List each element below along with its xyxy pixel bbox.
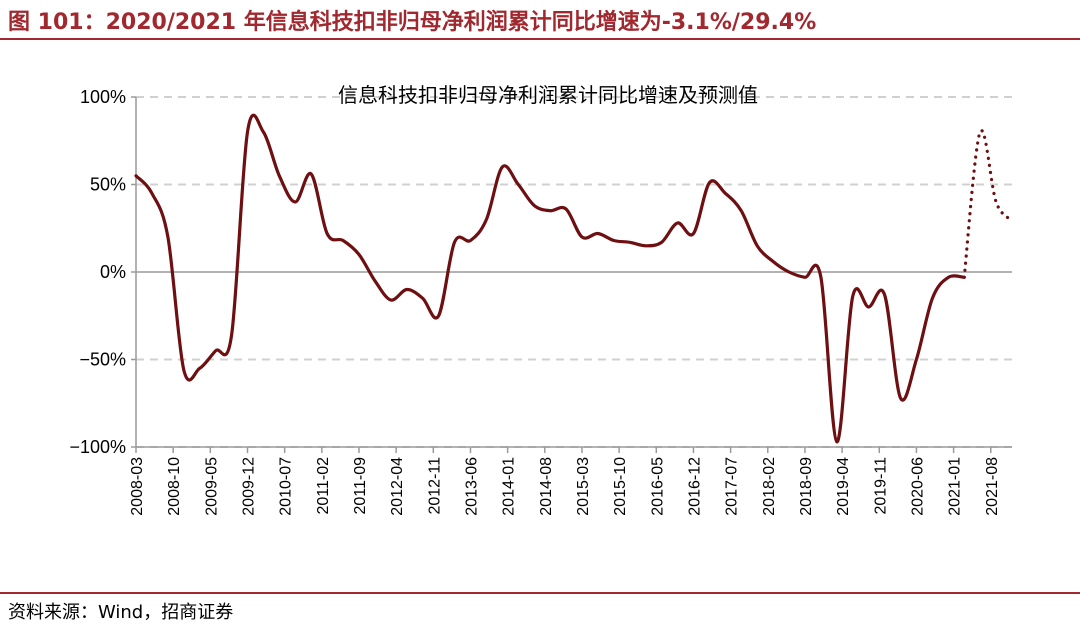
actual-series-line: [134, 113, 966, 444]
series-lines: [134, 113, 1014, 444]
x-tick-label: 2011-09: [352, 457, 369, 515]
x-tick-label: 2016-12: [686, 457, 703, 516]
x-tick-label: 2012-11: [426, 457, 443, 515]
x-tick-label: 2013-06: [463, 457, 480, 516]
x-tick-label: 2018-02: [761, 457, 778, 516]
x-tick-label: 2021-01: [947, 457, 964, 516]
x-tick-label: 2018-09: [798, 457, 815, 516]
y-tick-label: 0%: [100, 262, 126, 282]
x-tick-label: 2020-06: [909, 457, 926, 516]
chart-title: 信息科技扣非归母净利润累计同比增速及预测值: [338, 83, 758, 107]
x-tick-label: 2014-08: [538, 457, 555, 516]
x-tick-label: 2019-04: [835, 457, 852, 516]
x-tick-label: 2019-11: [872, 457, 889, 515]
x-tick-label: 2014-01: [501, 457, 518, 516]
y-tick-label: −50%: [79, 350, 126, 370]
y-tick-label: 100%: [80, 87, 126, 107]
source-note: 资料来源：Wind，招商证券: [8, 602, 234, 623]
source-divider: [0, 592, 1080, 594]
y-tick-label: 50%: [90, 175, 126, 195]
axes: [131, 96, 1012, 453]
x-tick-label: 2021-08: [984, 457, 1001, 516]
x-tick-label: 2010-07: [278, 457, 295, 516]
title-divider: [0, 38, 1080, 40]
x-tick-label: 2008-03: [129, 457, 146, 516]
forecast-series-line: [962, 128, 1014, 279]
x-tick-label: 2009-12: [240, 457, 257, 516]
y-tick-label: −100%: [69, 437, 126, 457]
x-tick-label: 2015-03: [575, 457, 592, 516]
x-tick-label: 2008-10: [166, 457, 183, 516]
x-tick-label: 2016-05: [649, 457, 666, 516]
x-tick-label: 2012-04: [389, 457, 406, 516]
x-tick-label: 2015-10: [612, 457, 629, 516]
line-chart: 信息科技扣非归母净利润累计同比增速及预测值 100% 50% 0% −50% −100%…: [69, 83, 1014, 516]
y-axis-ticks: 100% 50% 0% −50% −100%: [69, 87, 126, 457]
x-tick-label: 2009-05: [203, 457, 220, 516]
figure-title: 图 101：2020/2021 年信息科技扣非归母净利润累计同比增速为-3.1%…: [8, 10, 817, 35]
x-tick-label: 2011-02: [315, 457, 332, 515]
x-axis-ticks: 2008-03 2008-10 2009-05 2009-12 2010-07 2011-…: [129, 457, 1001, 516]
x-tick-label: 2017-07: [724, 457, 741, 516]
